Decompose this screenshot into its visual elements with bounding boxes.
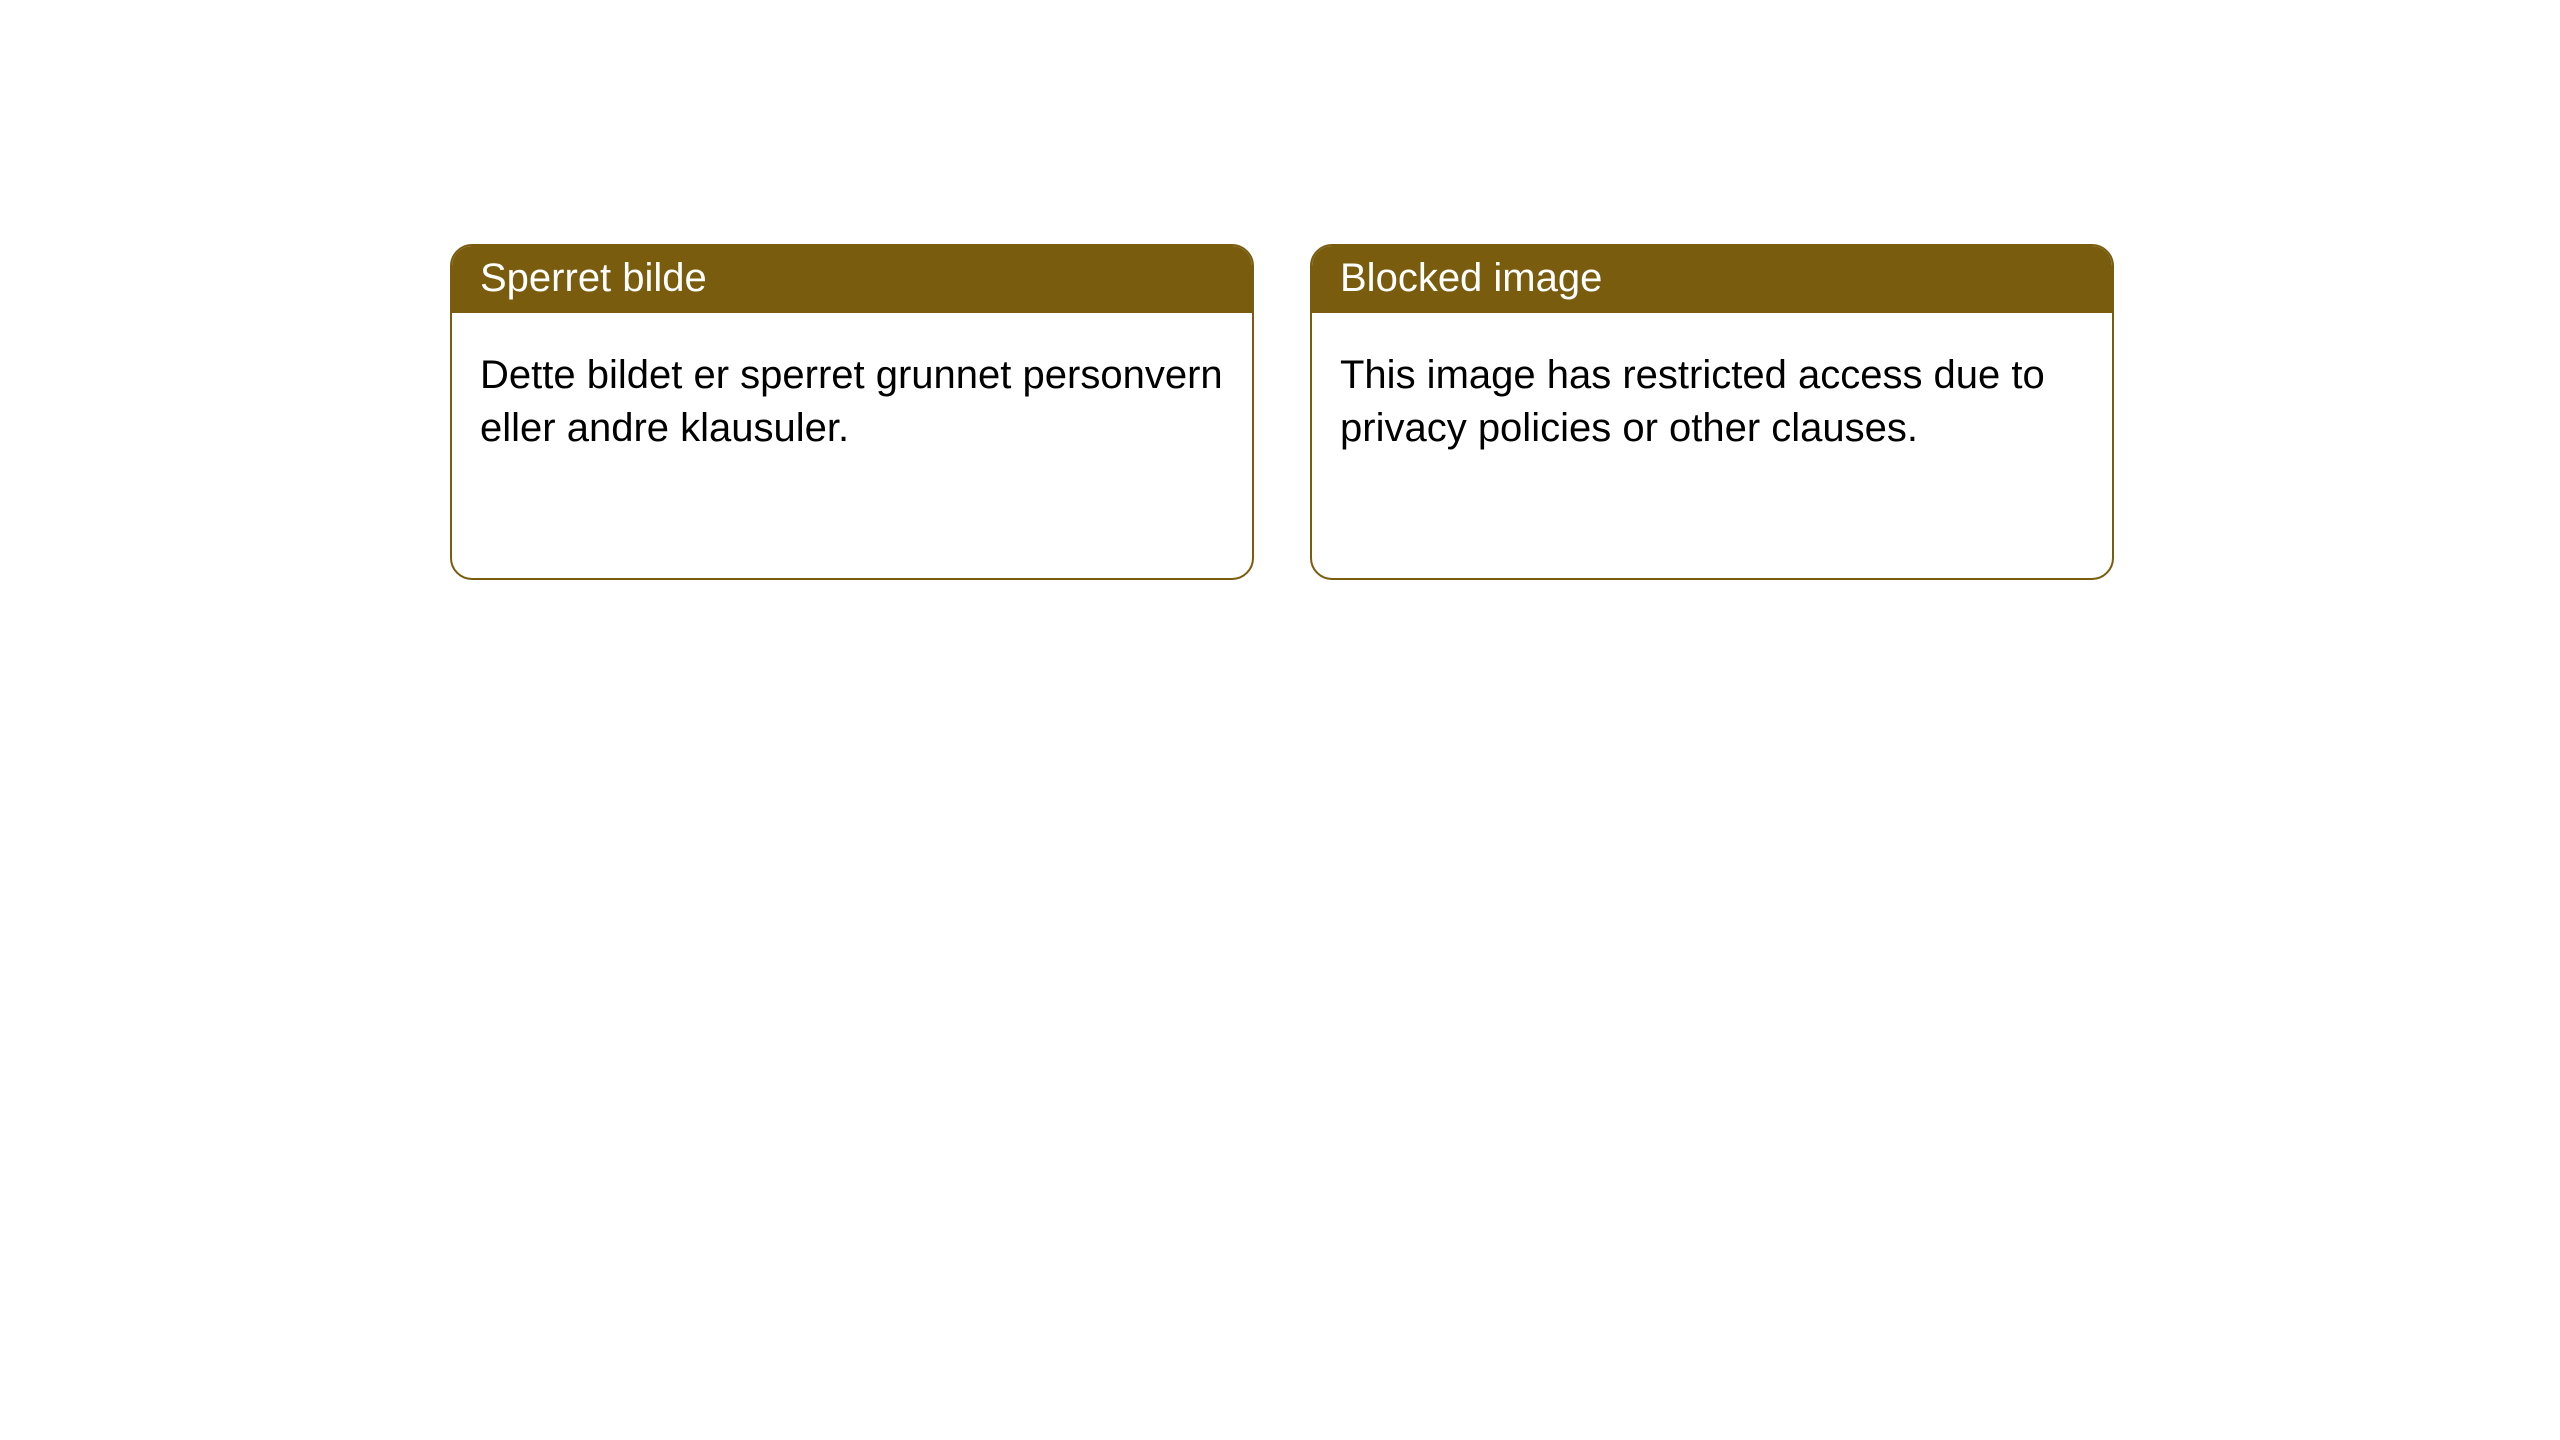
blocked-image-card-no: Sperret bilde Dette bildet er sperret gr…	[450, 244, 1254, 580]
blocked-image-card-en: Blocked image This image has restricted …	[1310, 244, 2114, 580]
card-title-no: Sperret bilde	[452, 246, 1252, 313]
card-title-en: Blocked image	[1312, 246, 2112, 313]
card-body-no: Dette bildet er sperret grunnet personve…	[452, 313, 1252, 491]
card-body-en: This image has restricted access due to …	[1312, 313, 2112, 491]
notice-container: Sperret bilde Dette bildet er sperret gr…	[0, 0, 2560, 580]
